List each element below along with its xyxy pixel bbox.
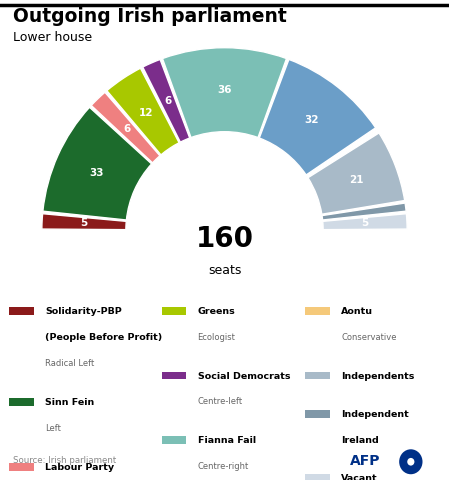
Text: Sinn Fein: Sinn Fein bbox=[45, 398, 94, 407]
Text: 36: 36 bbox=[217, 84, 232, 95]
Text: Aontu: Aontu bbox=[341, 307, 373, 316]
Text: Outgoing Irish parliament: Outgoing Irish parliament bbox=[13, 7, 287, 26]
Text: Lower house: Lower house bbox=[13, 31, 92, 44]
Text: (People Before Profit): (People Before Profit) bbox=[45, 333, 162, 342]
Wedge shape bbox=[323, 214, 407, 229]
Wedge shape bbox=[107, 68, 179, 155]
Text: Source: Irish parliament: Source: Irish parliament bbox=[13, 456, 117, 465]
FancyBboxPatch shape bbox=[305, 372, 330, 379]
FancyBboxPatch shape bbox=[162, 372, 186, 379]
Text: 160: 160 bbox=[195, 226, 254, 253]
FancyBboxPatch shape bbox=[305, 410, 330, 418]
FancyBboxPatch shape bbox=[9, 398, 34, 406]
Wedge shape bbox=[259, 60, 376, 175]
Text: 21: 21 bbox=[349, 175, 363, 185]
Text: 5: 5 bbox=[80, 218, 88, 228]
FancyBboxPatch shape bbox=[9, 463, 34, 471]
Wedge shape bbox=[308, 133, 405, 214]
Text: Independent: Independent bbox=[341, 410, 409, 419]
Text: Social Democrats: Social Democrats bbox=[198, 372, 290, 381]
Wedge shape bbox=[43, 108, 152, 220]
Text: Conservative: Conservative bbox=[341, 333, 397, 342]
FancyBboxPatch shape bbox=[305, 474, 330, 480]
Text: 12: 12 bbox=[139, 108, 154, 119]
Wedge shape bbox=[307, 130, 378, 177]
Text: 5: 5 bbox=[361, 218, 369, 228]
FancyBboxPatch shape bbox=[305, 307, 330, 315]
Text: Greens: Greens bbox=[198, 307, 235, 316]
Text: 6: 6 bbox=[123, 124, 131, 134]
Wedge shape bbox=[163, 48, 286, 138]
Text: Fianna Fail: Fianna Fail bbox=[198, 436, 255, 445]
Text: Independents: Independents bbox=[341, 372, 414, 381]
FancyBboxPatch shape bbox=[162, 436, 186, 444]
Text: seats: seats bbox=[208, 264, 241, 277]
Wedge shape bbox=[143, 60, 190, 142]
Wedge shape bbox=[91, 92, 160, 163]
Text: Ecologist: Ecologist bbox=[198, 333, 235, 342]
FancyBboxPatch shape bbox=[162, 307, 186, 315]
Text: Ireland: Ireland bbox=[341, 436, 379, 444]
Text: 32: 32 bbox=[304, 115, 319, 125]
Text: 33: 33 bbox=[89, 168, 103, 178]
Wedge shape bbox=[42, 214, 126, 229]
Text: 6: 6 bbox=[164, 96, 172, 107]
Wedge shape bbox=[322, 203, 406, 220]
Text: Radical Left: Radical Left bbox=[45, 359, 94, 368]
FancyBboxPatch shape bbox=[9, 307, 34, 315]
Text: Left: Left bbox=[45, 424, 61, 433]
Text: Centre-right: Centre-right bbox=[198, 462, 249, 471]
Text: AFP: AFP bbox=[350, 454, 381, 468]
Text: Centre-left: Centre-left bbox=[198, 397, 243, 407]
Text: Solidarity-PBP: Solidarity-PBP bbox=[45, 307, 122, 316]
Text: Vacant: Vacant bbox=[341, 474, 378, 480]
Text: Labour Party: Labour Party bbox=[45, 463, 114, 472]
